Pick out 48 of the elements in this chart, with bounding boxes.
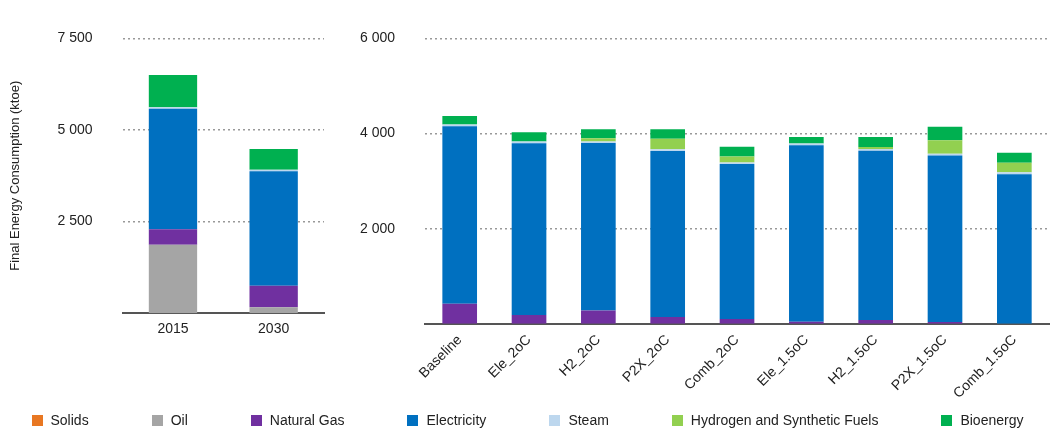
bar xyxy=(148,108,198,230)
bar xyxy=(442,115,478,125)
bar xyxy=(719,156,755,163)
bar xyxy=(442,126,478,304)
legend-label: Steam xyxy=(568,412,609,428)
bar xyxy=(581,310,616,324)
bar xyxy=(997,174,1032,324)
y-tick-label: 5 000 xyxy=(57,120,93,137)
bar xyxy=(927,126,963,141)
legend-label: Oil xyxy=(170,412,188,428)
bar xyxy=(858,137,894,148)
x-tick-label: 2030 xyxy=(258,320,290,337)
y-tick-label: 2 500 xyxy=(57,212,93,229)
bar xyxy=(148,244,198,314)
x-tick-label: 2015 xyxy=(157,320,189,337)
bar xyxy=(927,140,963,154)
bar xyxy=(997,162,1032,173)
bar xyxy=(581,129,616,139)
bar xyxy=(858,150,894,320)
legend-label: Electricity xyxy=(426,412,487,428)
bar xyxy=(442,303,478,324)
y-tick-label: 4 000 xyxy=(359,124,396,141)
bar xyxy=(650,150,686,317)
bar xyxy=(789,145,824,322)
y-axis-title: Final Energy Consumption (ktoe) xyxy=(7,80,23,271)
bar xyxy=(927,155,963,322)
bar xyxy=(581,143,616,311)
bar xyxy=(249,171,298,286)
legend-label: Solids xyxy=(50,412,89,428)
bar xyxy=(511,143,547,315)
legend-label: Hydrogen and Synthetic Fuels xyxy=(690,412,879,428)
bar xyxy=(249,307,298,314)
bar xyxy=(148,229,198,245)
bar xyxy=(997,152,1032,163)
bar xyxy=(249,149,298,170)
bar xyxy=(650,129,686,139)
bar xyxy=(148,75,198,108)
y-tick-label: 7 500 xyxy=(57,29,93,46)
y-tick-label: 6 000 xyxy=(359,29,396,46)
bar xyxy=(249,285,298,308)
bar xyxy=(789,137,824,144)
bar xyxy=(719,146,755,157)
bar xyxy=(719,163,755,320)
legend-label: Bioenergy xyxy=(960,412,1024,428)
bar xyxy=(511,132,547,142)
bar xyxy=(650,138,686,150)
y-tick-label: 2 000 xyxy=(359,219,396,236)
legend-label: Natural Gas xyxy=(269,412,345,428)
